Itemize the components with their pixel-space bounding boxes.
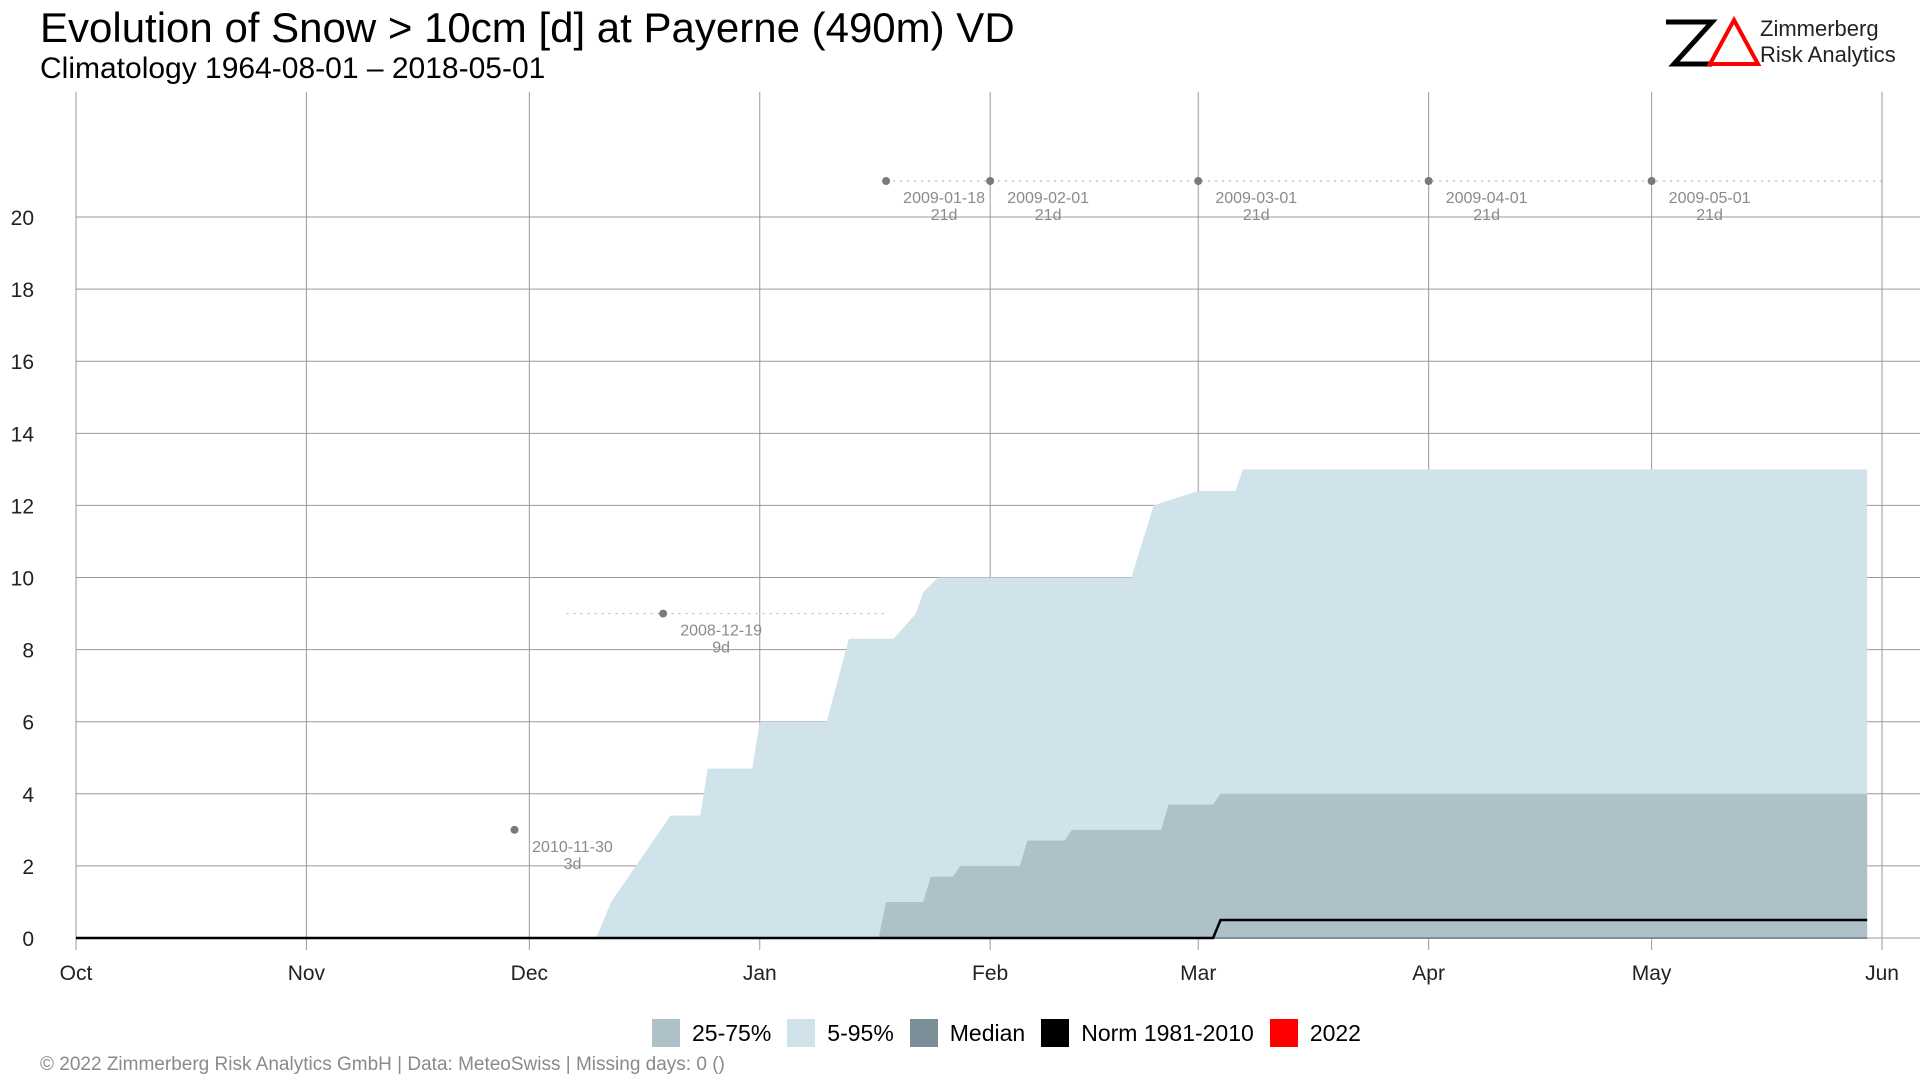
record-point: [1647, 177, 1656, 185]
y-tick-label: 6: [22, 712, 34, 735]
y-tick-label: 4: [22, 784, 34, 807]
legend-label: 5-95%: [827, 1019, 894, 1046]
legend-item-median: Median: [909, 1019, 1026, 1047]
record-point: [986, 177, 995, 185]
za-logo-mark-icon: [1666, 15, 1762, 67]
y-tick-label: 14: [11, 423, 35, 446]
record-date-label: 2008-12-19: [680, 623, 762, 640]
y-tick-label: 12: [11, 495, 34, 518]
legend-swatch: [1041, 1019, 1070, 1047]
lines: [76, 918, 1868, 940]
record-date-label: 2009-01-18: [903, 190, 985, 207]
legend-item-25-75: 25-75%: [652, 1019, 771, 1047]
legend: 25-75% 5-95% Median Norm 1981-2010 2022: [652, 1018, 1377, 1048]
company-logo: Zimmerberg Risk Analytics: [1660, 12, 1900, 74]
chart-subtitle: Climatology 1964-08-01 – 2018-05-01: [40, 52, 546, 85]
annotations: 2010-11-303d2008-12-199d2009-01-1821d200…: [510, 177, 1882, 873]
record-days-label: 9d: [712, 640, 730, 657]
legend-swatch: [1269, 1019, 1298, 1047]
x-tick-label: May: [1632, 962, 1672, 985]
x-tick-label: Apr: [1412, 962, 1445, 985]
record-point: [659, 609, 668, 618]
legend-label: 2022: [1309, 1019, 1361, 1046]
record-point: [510, 825, 519, 834]
legend-swatch: [652, 1019, 680, 1047]
record-point: [882, 177, 891, 185]
grid: [75, 92, 1920, 950]
legend-item-5-95: 5-95%: [787, 1019, 894, 1047]
legend-label: Median: [949, 1019, 1026, 1046]
x-tick-label: Mar: [1180, 962, 1216, 985]
record-days-label: 21d: [1035, 207, 1062, 224]
x-tick-label: Dec: [511, 962, 548, 985]
record-days-label: 21d: [1696, 207, 1723, 224]
legend-item-norm: Norm 1981-2010: [1041, 1019, 1254, 1047]
record-days-label: 21d: [1243, 207, 1270, 224]
record-point: [1424, 177, 1433, 185]
series-line-norm-1981-2010: [76, 918, 1868, 940]
record-days-label: 21d: [1473, 207, 1500, 224]
legend-label: 25-75%: [692, 1019, 772, 1046]
y-tick-label: 2: [22, 856, 34, 879]
record-point: [1194, 177, 1203, 185]
x-tick-label: Jan: [743, 962, 777, 985]
bands: [76, 469, 1868, 938]
y-tick-label: 20: [11, 207, 34, 230]
record-date-label: 2009-05-01: [1669, 190, 1751, 207]
y-tick-label: 0: [22, 928, 34, 951]
y-tick-label: 10: [11, 568, 34, 591]
legend-label: Norm 1981-2010: [1081, 1019, 1254, 1046]
record-date-label: 2009-02-01: [1007, 190, 1089, 207]
footer-credits: © 2022 Zimmerberg Risk Analytics GmbH | …: [40, 1054, 725, 1075]
logo-line-2: Risk Analytics: [1760, 42, 1896, 67]
legend-swatch: [787, 1019, 816, 1047]
y-tick-label: 18: [11, 279, 34, 302]
x-tick-label: Feb: [972, 962, 1008, 985]
record-days-label: 3d: [564, 856, 582, 873]
x-tick-label: Nov: [288, 962, 326, 985]
x-tick-label: Jun: [1865, 962, 1899, 985]
record-date-label: 2009-03-01: [1215, 190, 1297, 207]
chart-title: Evolution of Snow > 10cm [d] at Payerne …: [40, 4, 1015, 51]
record-date-label: 2010-11-30: [532, 839, 613, 856]
legend-item-2022: 2022: [1269, 1019, 1361, 1047]
y-tick-label: 16: [11, 351, 34, 374]
record-date-label: 2009-04-01: [1446, 190, 1528, 207]
band-25-75: [76, 793, 1868, 938]
y-tick-label: 8: [22, 640, 34, 663]
record-days-label: 21d: [931, 207, 958, 224]
logo-text: Zimmerberg Risk Analytics: [1760, 16, 1896, 68]
axes: 0 2 4 6 8 10 12 14 16 18 20 Oct Nov Dec Jan Feb Mar Apr Ma…: [11, 207, 1899, 985]
x-tick-label: Oct: [60, 962, 93, 985]
snow-days-chart: 2010-11-303d2008-12-199d2009-01-1821d200…: [11, 92, 1920, 985]
logo-line-1: Zimmerberg: [1760, 16, 1879, 41]
legend-swatch: [909, 1019, 938, 1047]
